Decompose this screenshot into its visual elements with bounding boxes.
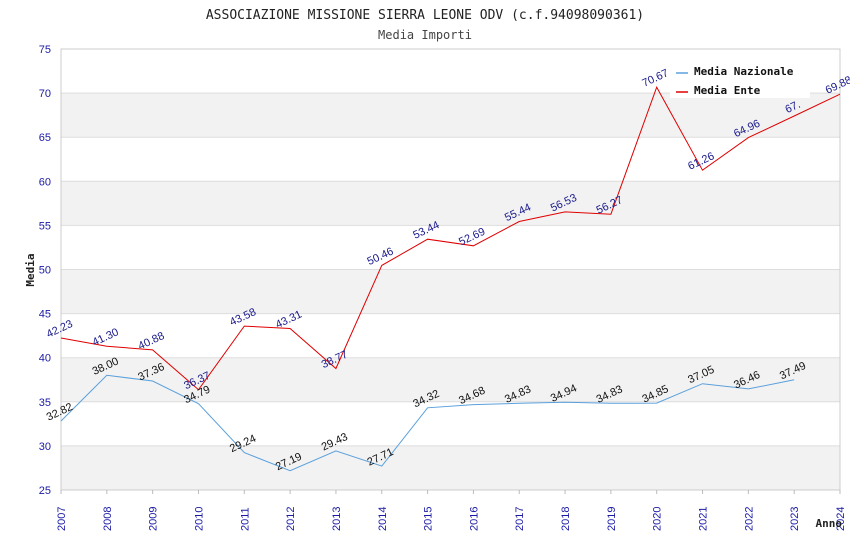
x-tick-label: 2011 [239,507,251,531]
x-tick-label: 2009 [148,507,160,531]
series-line-media-nazionale [60,374,795,472]
y-tick-label: 70 [39,88,51,100]
grid-band [61,401,840,446]
x-tick-label: 2024 [835,507,847,531]
x-tick-label: 2023 [789,507,801,531]
x-tick-label: 2016 [468,507,480,531]
x-tick-label: 2012 [285,507,297,531]
x-axis-ticks: 2007 2008 2009 2010 2011 2012 2013 2014 2015 2016… [56,490,847,531]
x-tick-label: 2013 [331,507,343,531]
y-tick-label: 65 [39,132,51,144]
x-tick-label: 2014 [377,507,389,531]
x-tick-label: 2020 [652,507,664,531]
y-tick-label: 60 [39,176,51,188]
data-label: 67. [783,99,802,116]
grid-bands [61,49,840,490]
x-tick-label: 2015 [423,507,435,531]
x-tick-label: 2019 [606,507,618,531]
y-axis-ticks: 25 30 35 40 45 50 55 60 65 70 75 [39,44,51,497]
chart-title: ASSOCIAZIONE MISSIONE SIERRA LEONE ODV (… [206,8,644,23]
grid-band [61,225,840,270]
legend-box [670,60,810,98]
grid-band [61,137,840,182]
grid-band [61,445,840,490]
legend: Media Nazionale Media Ente [670,60,810,98]
y-tick-label: 30 [39,441,51,453]
y-tick-label: 50 [39,265,51,277]
x-tick-label: 2021 [698,507,710,531]
x-tick-label: 2007 [56,507,68,531]
y-tick-label: 40 [39,353,51,365]
grid-band [61,269,840,314]
grid-band [61,357,840,402]
grid-band [61,313,840,358]
gridlines [60,48,841,491]
x-tick-label: 2018 [560,507,572,531]
y-axis-label: Media [24,253,37,286]
y-tick-label: 25 [39,485,51,497]
x-tick-label: 2008 [102,507,114,531]
legend-label-media-ente: Media Ente [694,84,761,97]
x-axis-label: Anno [816,517,843,530]
x-tick-label: 2010 [193,507,205,531]
x-tick-label: 2022 [743,507,755,531]
legend-label-media-nazionale: Media Nazionale [694,65,794,78]
grid-band [61,93,840,138]
chart-subtitle: Media Importi [378,28,472,42]
series-line-media-ente [60,85,841,391]
y-tick-label: 45 [39,309,51,321]
y-tick-label: 35 [39,397,51,409]
y-tick-label: 75 [39,44,51,56]
x-tick-label: 2017 [514,507,526,531]
plot-frame [60,48,841,491]
series-group [60,85,841,472]
y-tick-label: 55 [39,220,51,232]
grid-band [61,181,840,226]
